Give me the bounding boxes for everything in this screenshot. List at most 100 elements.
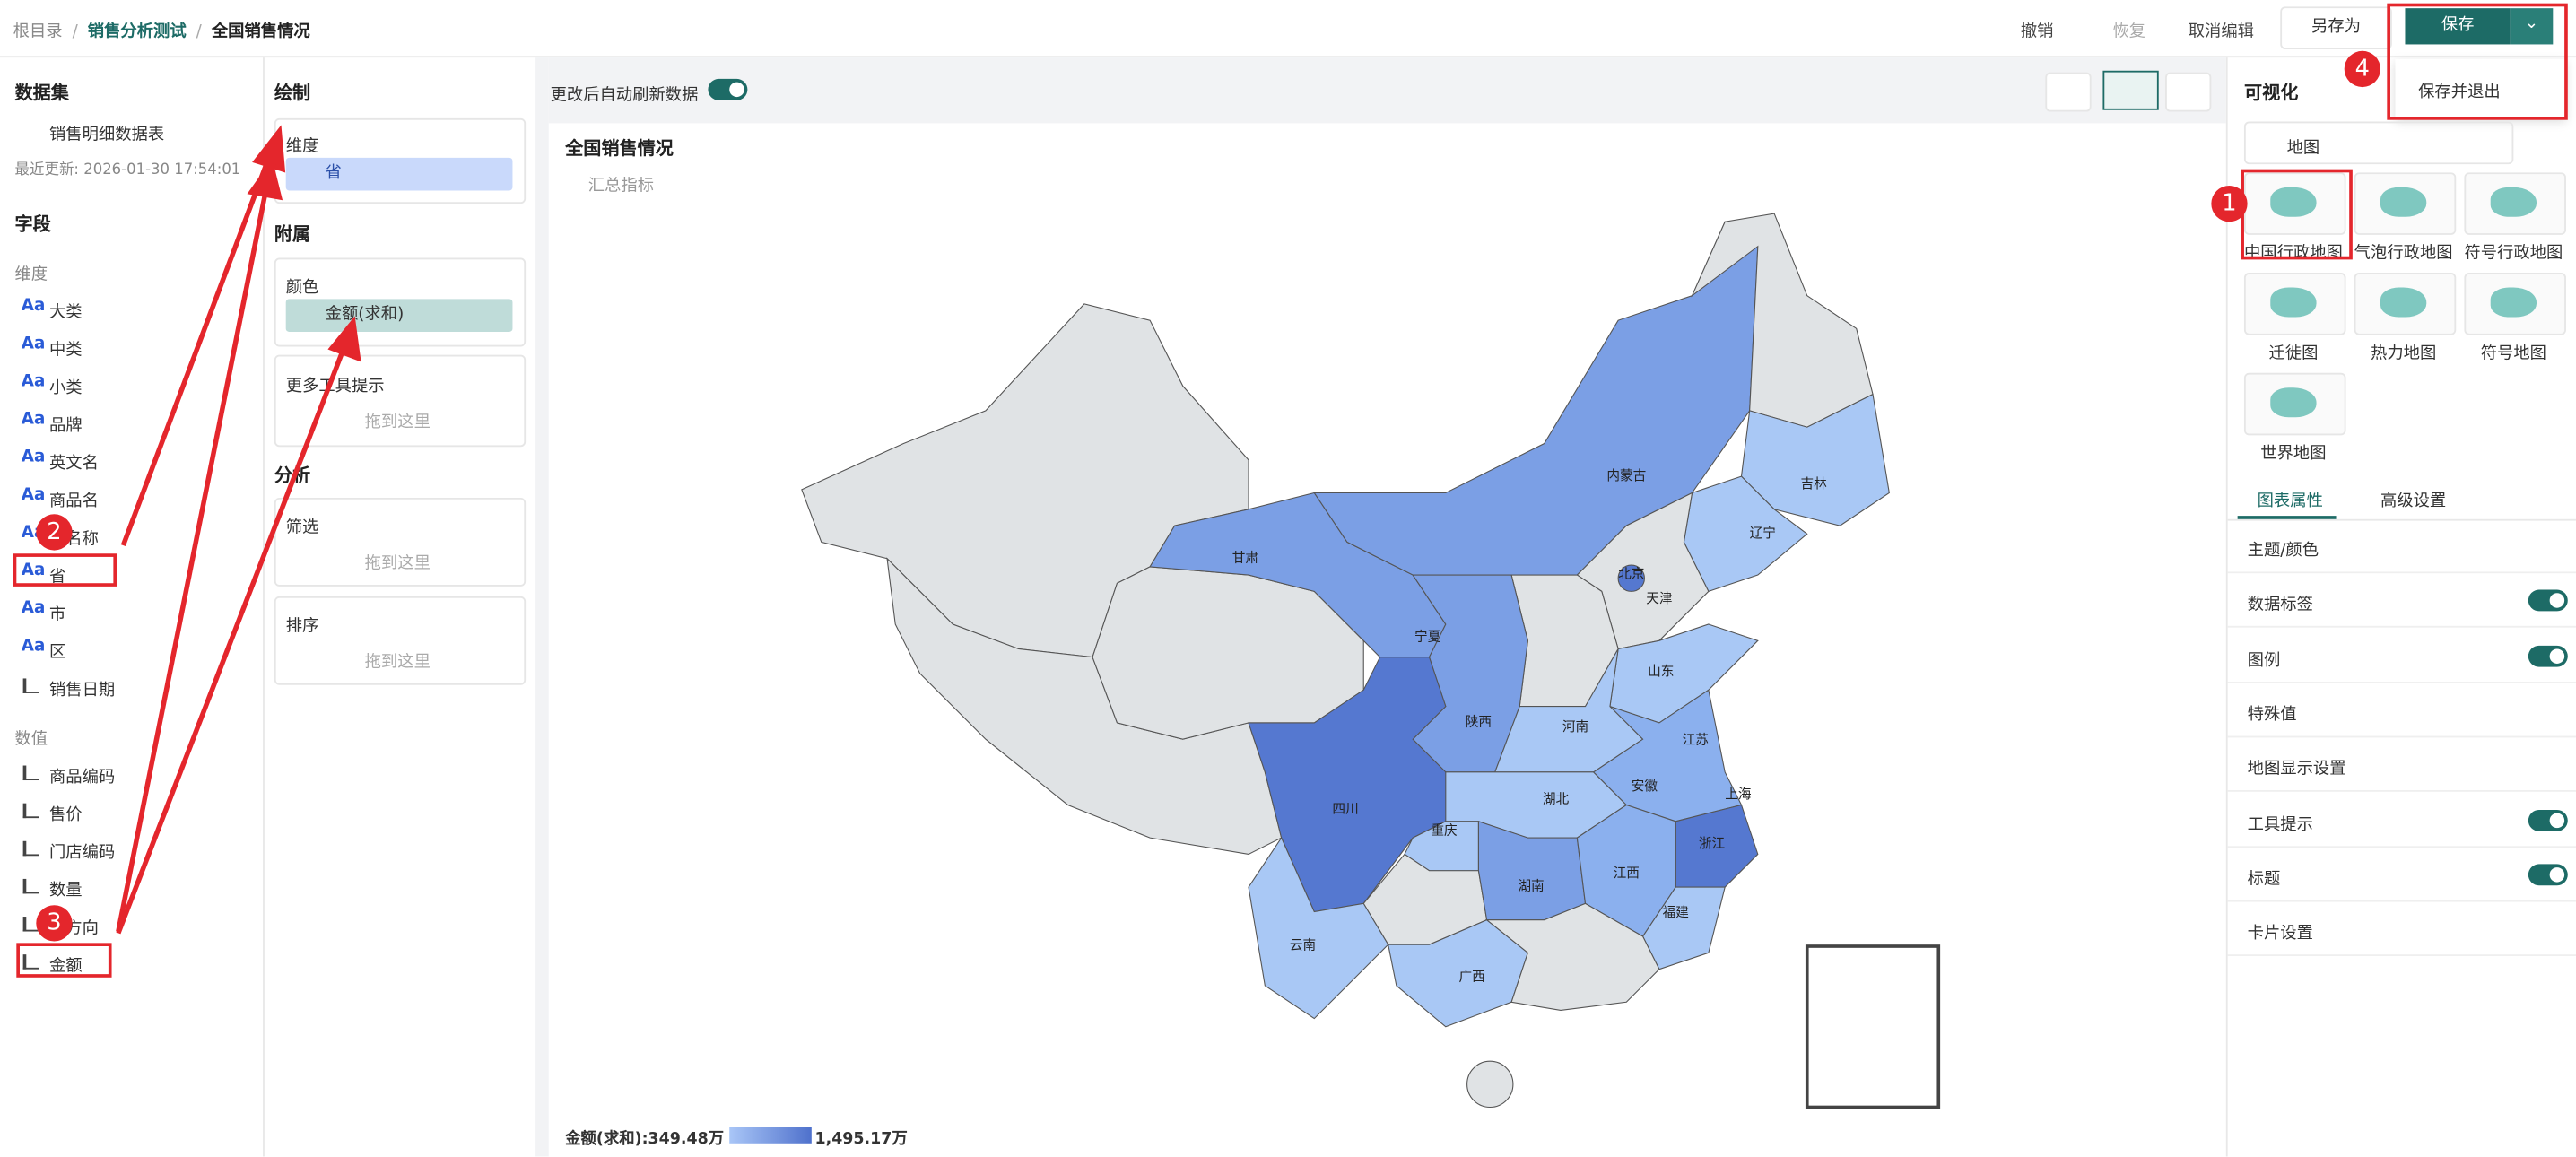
- type-icon: [2380, 187, 2427, 217]
- cancel-edit[interactable]: 取消编辑: [2188, 22, 2254, 41]
- setting[interactable]: 主题/颜色: [2247, 542, 2319, 561]
- type-icon: [2270, 387, 2317, 418]
- chart-btn[interactable]: [2102, 70, 2159, 110]
- type-label: 气泡行政地图: [2354, 244, 2453, 264]
- field[interactable]: 中类: [48, 341, 83, 361]
- field[interactable]: 英文名: [48, 455, 99, 474]
- province-label: 安徽: [1632, 779, 1658, 794]
- save-dropdown: 保存并退出: [2395, 58, 2566, 118]
- field[interactable]: 数量: [48, 882, 83, 900]
- field[interactable]: 门店编码: [48, 844, 116, 863]
- type-icon: [2490, 287, 2537, 318]
- divider: [2227, 845, 2576, 848]
- type-icon: [2270, 287, 2317, 318]
- setting[interactable]: 标题: [2247, 870, 2281, 889]
- tab-underline: [2237, 516, 2337, 519]
- field[interactable]: 售价: [48, 806, 83, 825]
- province[interactable]: [1617, 564, 1645, 592]
- type-label: 迁徙图: [2268, 344, 2319, 363]
- auto-refresh-toggle[interactable]: [708, 78, 748, 100]
- field[interactable]: 商品编码: [48, 769, 116, 787]
- setting-toggle[interactable]: [2528, 645, 2568, 666]
- province[interactable]: [1485, 902, 1660, 1011]
- province-label: 湖南: [1518, 879, 1544, 894]
- table-btn[interactable]: [2165, 72, 2212, 112]
- dim-pill[interactable]: 省: [285, 157, 513, 191]
- inset: [1805, 944, 1941, 1109]
- tab[interactable]: 图表属性: [2257, 492, 2323, 511]
- province-label: 江西: [1614, 866, 1640, 881]
- save[interactable]: 保存: [2405, 8, 2511, 45]
- field-icon: Aa: [21, 335, 46, 353]
- crumb[interactable]: 全国销售情况: [211, 22, 310, 41]
- redo[interactable]: 恢复: [2112, 22, 2146, 41]
- measure-icon: [22, 765, 39, 781]
- sort-label: 排序: [285, 617, 319, 636]
- tab[interactable]: 高级设置: [2380, 492, 2447, 511]
- type-label: 符号地图: [2480, 344, 2546, 363]
- save-as[interactable]: 另存为: [2280, 6, 2392, 49]
- type-card[interactable]: [2243, 172, 2346, 235]
- field[interactable]: 市: [48, 605, 66, 625]
- tooltip-box: [274, 354, 527, 448]
- divider: [2227, 571, 2576, 574]
- setting-toggle[interactable]: [2528, 864, 2568, 885]
- setting[interactable]: 数据标签: [2247, 596, 2313, 615]
- top-bar: [0, 0, 2576, 58]
- province-label: 山东: [1648, 664, 1674, 679]
- draw-title: 绘制: [274, 82, 311, 104]
- field-icon: Aa: [21, 486, 46, 505]
- sep: /: [72, 22, 78, 41]
- save-menu[interactable]: ⌄: [2510, 8, 2554, 45]
- undo[interactable]: 撤销: [2020, 22, 2054, 41]
- crumb[interactable]: 销售分析测试: [87, 22, 187, 41]
- color-pill[interactable]: 金额(求和): [285, 299, 513, 332]
- field-icon: Aa: [21, 410, 46, 430]
- dataset-table[interactable]: 销售明细数据表: [48, 126, 165, 145]
- measure-icon: [22, 803, 39, 819]
- crumb[interactable]: 根目录: [13, 22, 63, 41]
- field[interactable]: 小类: [48, 379, 83, 398]
- field[interactable]: 区: [48, 643, 66, 663]
- setting[interactable]: 特殊值: [2247, 706, 2297, 725]
- province-label: 陕西: [1466, 715, 1492, 730]
- field-icon: Aa: [21, 372, 46, 391]
- setting-toggle[interactable]: [2528, 590, 2568, 612]
- province-label: 江苏: [1683, 733, 1709, 748]
- setting[interactable]: 卡片设置: [2247, 925, 2313, 944]
- type-label: 热力地图: [2370, 344, 2437, 363]
- province[interactable]: [1691, 213, 1874, 428]
- field[interactable]: 销售日期: [48, 682, 116, 700]
- summary[interactable]: 汇总指标: [587, 177, 654, 196]
- province-label: 四川: [1332, 802, 1358, 817]
- province-label: 广西: [1458, 969, 1484, 984]
- province[interactable]: [1466, 1060, 1514, 1109]
- setting[interactable]: 图例: [2247, 651, 2281, 670]
- dim-title: 维度: [14, 265, 48, 284]
- field[interactable]: 大类: [48, 303, 83, 322]
- sep: /: [196, 22, 202, 41]
- field[interactable]: 金额: [48, 957, 83, 976]
- field[interactable]: 商品名: [48, 492, 99, 511]
- divider: [263, 57, 265, 1157]
- setting[interactable]: 地图显示设置: [2247, 761, 2346, 779]
- code-btn[interactable]: [2045, 72, 2092, 112]
- setting-toggle[interactable]: [2528, 809, 2568, 831]
- select-value: 地图: [2286, 139, 2320, 158]
- legend-min: 金额(求和):349.48万: [565, 1130, 725, 1149]
- province[interactable]: [1092, 566, 1364, 740]
- divider: [2227, 790, 2576, 793]
- type-select[interactable]: 地图: [2243, 121, 2514, 165]
- field[interactable]: 品牌: [48, 417, 83, 436]
- measure-title: 数值: [14, 731, 48, 750]
- province-label: 北京: [1618, 567, 1644, 582]
- setting[interactable]: 工具提示: [2247, 815, 2313, 834]
- save-exit[interactable]: 保存并退出: [2418, 83, 2501, 102]
- divider: [535, 57, 549, 1157]
- province[interactable]: [1248, 836, 1389, 1020]
- divider: [2227, 681, 2576, 683]
- field[interactable]: 省: [48, 568, 66, 587]
- province-label: 辽宁: [1750, 526, 1776, 541]
- province-label: 湖北: [1543, 792, 1570, 807]
